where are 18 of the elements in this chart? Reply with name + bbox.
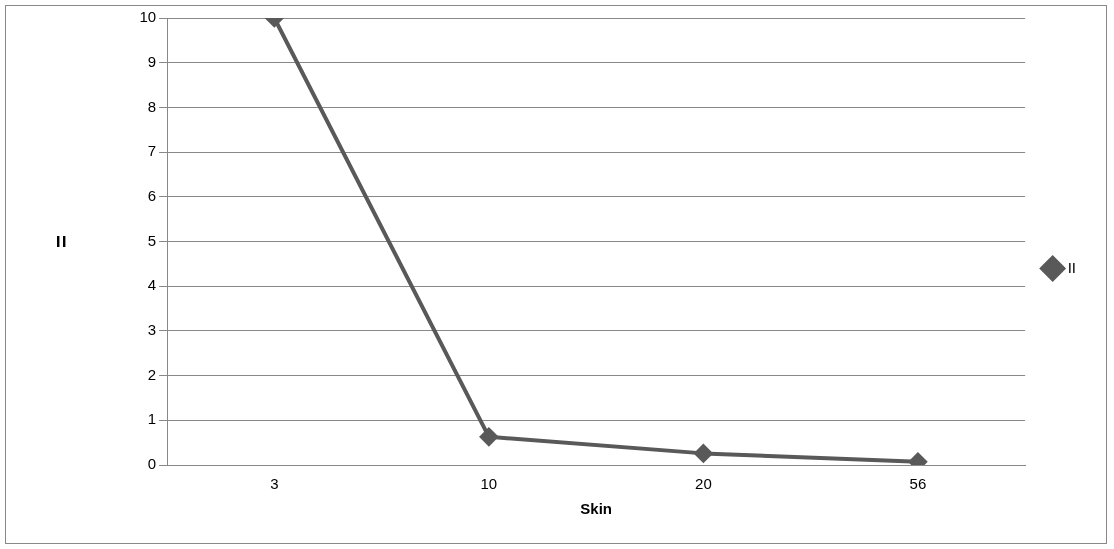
y-tick-label: 1 bbox=[147, 410, 157, 428]
y-tick-label: 2 bbox=[147, 365, 157, 383]
y-tick-label: 3 bbox=[147, 321, 157, 339]
x-axis-title: Skin bbox=[580, 500, 612, 518]
y-tick-label: 0 bbox=[147, 455, 157, 473]
y-tick-label: 4 bbox=[147, 276, 157, 294]
y-axis-title: = bbox=[49, 235, 75, 248]
x-tick-label: 3 bbox=[270, 475, 279, 493]
x-tick-label: 10 bbox=[480, 475, 498, 493]
legend-label: II bbox=[1067, 258, 1077, 276]
x-tick-label: 20 bbox=[695, 475, 712, 493]
y-tick-label: 10 bbox=[139, 8, 157, 26]
y-tick-label: 9 bbox=[147, 52, 157, 70]
y-tick-label: 7 bbox=[147, 142, 157, 160]
y-tick-label: 5 bbox=[147, 231, 157, 249]
y-tick-label: 8 bbox=[147, 97, 157, 115]
y-tick-label: 6 bbox=[147, 186, 157, 204]
x-tick-label: 56 bbox=[909, 475, 927, 493]
